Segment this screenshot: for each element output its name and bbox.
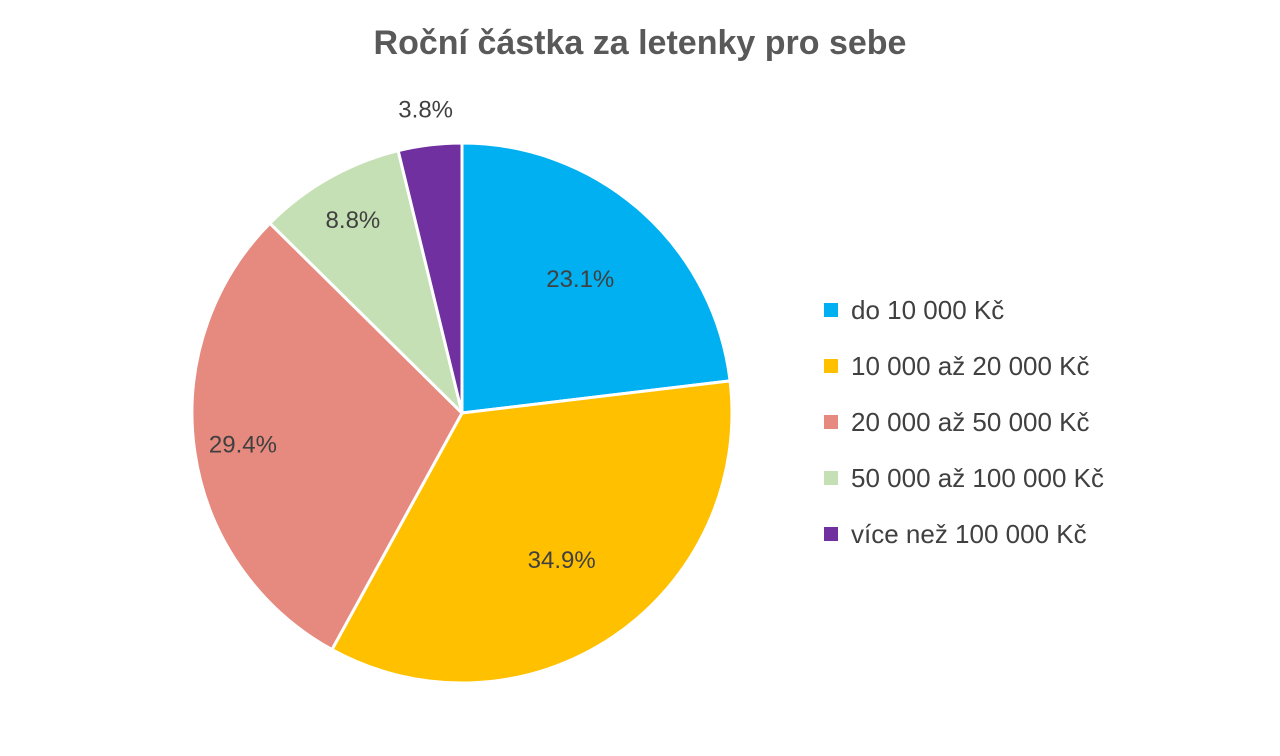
legend-item: do 10 000 Kč [824, 282, 1104, 338]
data-label-1: 23.1% [546, 266, 614, 293]
data-label-3: 29.4% [209, 431, 277, 458]
legend-label: 50 000 až 100 000 Kč [851, 462, 1104, 493]
legend-swatch [824, 359, 838, 373]
pie-slice-5 [396, 141, 464, 415]
pie-slice-1 [460, 141, 732, 415]
chart-title: Roční částka za letenky pro sebe [373, 24, 907, 62]
legend-swatch [824, 527, 838, 541]
pie-slices [190, 141, 734, 685]
data-label-2: 34.9% [528, 547, 596, 574]
legend-item: 10 000 až 20 000 Kč [824, 338, 1104, 394]
legend-label: více než 100 000 Kč [851, 518, 1087, 549]
legend-swatch [824, 415, 838, 429]
legend-swatch [824, 303, 838, 317]
legend-label: do 10 000 Kč [851, 294, 1005, 325]
pie-slice-3 [190, 221, 464, 652]
data-label-4: 8.8% [326, 207, 381, 234]
legend-item: více než 100 000 Kč [824, 506, 1104, 562]
pie-slice-2 [330, 379, 734, 685]
data-label-5: 3.8% [398, 97, 453, 124]
legend-item: 50 000 až 100 000 Kč [824, 450, 1104, 506]
legend-label: 10 000 až 20 000 Kč [851, 350, 1090, 381]
pie-data-labels: 23.1% 34.9% 29.4% 8.8% 3.8% [209, 97, 614, 575]
legend: do 10 000 Kč 10 000 až 20 000 Kč 20 000 až… [824, 282, 1104, 562]
legend-swatch [824, 471, 838, 485]
legend-item: 20 000 až 50 000 Kč [824, 394, 1104, 450]
legend-label: 20 000 až 50 000 Kč [851, 406, 1090, 437]
